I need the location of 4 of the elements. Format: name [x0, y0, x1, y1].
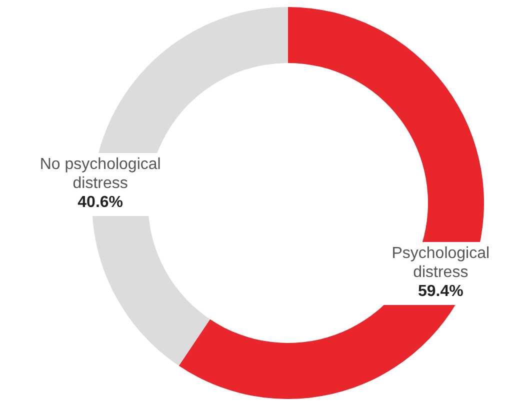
slice-label: No psychological distress [40, 156, 161, 192]
data-label: 59.4% [418, 282, 464, 300]
slice-label: Psychological distress [392, 244, 490, 281]
data-label: 40.6% [78, 194, 124, 212]
